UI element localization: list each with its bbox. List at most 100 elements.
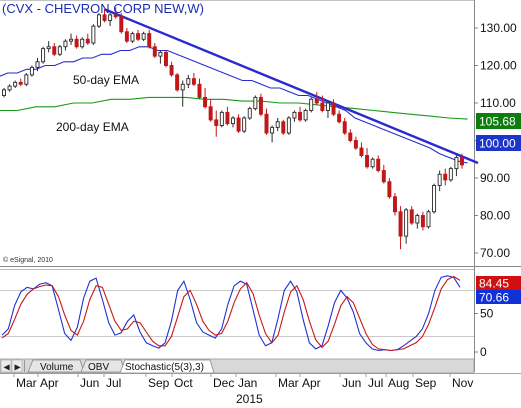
candle [247,108,252,119]
price-y-tick-label: 110.00 [480,96,516,110]
candle [275,121,280,128]
candle [359,147,364,156]
candle [52,46,57,55]
stochastic-d-line [1,275,461,352]
x-axis-month-label: Apr [40,376,59,390]
candle [398,211,403,237]
stochastic-y-tick-label: 0 [480,345,487,359]
price-y-tick-label: 80.00 [480,209,510,223]
candle [7,85,12,91]
x-axis-month-label: Mar [278,376,299,390]
tab-obv[interactable] [80,359,126,373]
candle [113,14,118,18]
x-axis-month-label: Mar [16,376,37,390]
stoch-k-tag: 84.45 [476,276,521,291]
candle [303,110,308,121]
candle [392,196,397,213]
candle [342,121,347,134]
x-axis-month-label: Jun [342,376,361,390]
candle [448,168,453,181]
candle [242,117,247,132]
candle [91,25,96,44]
x-axis-month-label: Jun [80,376,99,390]
candle [353,140,358,149]
candle [214,119,219,126]
candle [130,33,135,42]
candle [231,117,235,125]
candle [35,61,40,68]
chart-title: (CVX - CHEVRON CORP NEW,W) [2,1,204,16]
tab-stochastic-label: Stochastic(5(3),3) [125,362,204,373]
candle [381,170,386,183]
candle [163,51,168,66]
price-pane: 130.00 120.00 110.00 100.00 90.00 80.00 70.00 [0,0,521,372]
scroll-right-button[interactable] [11,359,23,373]
candle [219,111,224,126]
candle [432,185,437,213]
ema200-annotation: 200-day EMA [56,120,129,134]
candle [169,65,174,76]
candle [136,33,141,40]
candle [46,46,51,50]
candles-group [2,7,464,250]
candle [409,209,414,224]
candle [152,46,157,57]
candle [208,106,213,121]
candle [119,16,124,33]
x-axis: Mar Apr Jun Jul Sep Oct Dec Jan Mar Apr Jun Jul Aug S… [0,373,521,390]
candle [63,40,68,48]
x-axis-month-label: Jul [106,376,121,390]
candle [2,89,6,96]
candle [108,14,113,21]
candle [96,14,101,27]
tab-volume-label: Volume [40,362,74,373]
candle [281,121,286,134]
ema200-line [0,96,468,120]
tab-stochastic[interactable] [119,359,215,374]
last-price-tag: 105.68 [476,113,521,129]
indicator-tab-bar: ◀ ▶ Volume OBV Stochastic(5(3),3) [0,358,475,374]
candle [270,126,275,134]
scroll-left-button[interactable] [0,359,12,373]
candle [158,51,163,57]
candle [298,111,303,121]
x-axis-month-label: Oct [174,376,193,390]
candle [74,38,79,48]
candle [24,74,29,85]
candle [370,158,375,168]
candle [85,38,90,44]
stochastic-pane: 50 0 [0,275,494,359]
price-y-tick-label: 120.00 [480,59,517,73]
candle [320,102,325,111]
ema50-annotation: 50-day EMA [73,73,139,87]
tab-obv-label: OBV [88,362,109,373]
x-axis-month-label: Jan [238,376,257,390]
candle [426,211,431,228]
candle [18,81,23,85]
candle [454,156,459,170]
candle [102,14,107,21]
candle [225,111,230,125]
x-axis-month-label: Apr [302,376,321,390]
candle [415,215,420,224]
candle [13,81,18,87]
candle [314,98,319,104]
candle [124,31,129,42]
tab-volume[interactable] [27,359,85,373]
ema50-line [0,46,468,164]
x-axis-month-label: Sep [148,376,170,390]
ema50-price-tag: 100.00 [476,135,521,151]
x-axis-month-label: Nov [452,376,473,390]
candle [186,78,191,85]
price-y-tick-label: 130.00 [480,21,517,35]
candle [387,181,392,198]
last-price-tag-text: 105.68 [479,115,516,129]
candle [80,38,85,48]
ema50-price-tag-text: 100.00 [479,137,516,151]
candle [29,66,34,76]
candle [365,155,370,168]
candle [141,33,146,40]
candle [337,113,342,123]
stochastic-y-axis: 50 0 [474,307,494,359]
candle [348,132,353,141]
